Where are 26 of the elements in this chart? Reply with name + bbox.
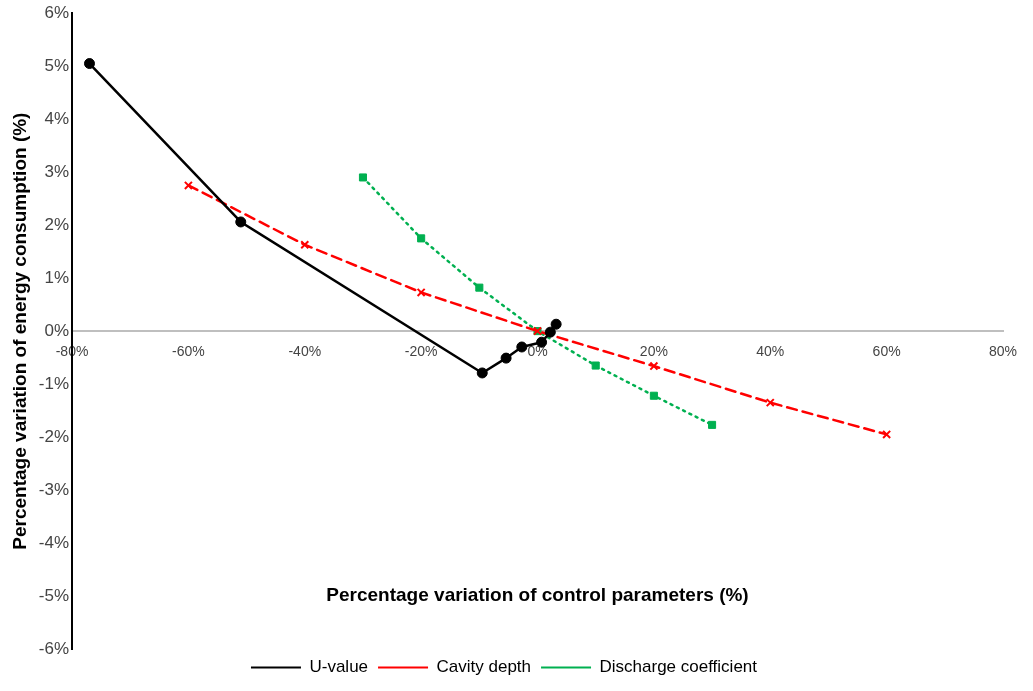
legend-label: Discharge coefficient: [599, 657, 758, 677]
y-tick-label: 5%: [44, 55, 70, 75]
y-tick-label: -2%: [38, 426, 70, 446]
x-tick-label: 80%: [988, 343, 1018, 360]
x-tick-label: -60%: [172, 343, 205, 360]
x-tick-label: 0%: [527, 343, 548, 360]
y-axis-title: Percentage variation of energy consumption (%): [8, 112, 30, 550]
y-tick-label: 4%: [44, 108, 70, 128]
x-tick-label: 20%: [639, 343, 668, 360]
x-tick-label: -40%: [288, 343, 322, 360]
y-tick-label: -4%: [38, 532, 70, 552]
y-tick-label: 3%: [44, 161, 70, 181]
y-tick-label: 0%: [44, 320, 70, 340]
y-tick-label: -1%: [38, 373, 70, 393]
x-tick-label: 40%: [756, 343, 785, 360]
x-tick-label: -20%: [404, 343, 438, 360]
y-tick-label: 6%: [44, 2, 70, 22]
y-tick-label: 1%: [44, 267, 70, 287]
legend-label: Cavity depth: [436, 657, 532, 677]
y-tick-label: -3%: [38, 479, 70, 499]
y-tick-label: -6%: [38, 638, 70, 658]
x-axis-title: Percentage variation of control parameters (%): [326, 583, 749, 605]
x-tick-label: 60%: [872, 343, 901, 360]
y-tick-label: -5%: [38, 585, 70, 605]
y-tick-label: 2%: [44, 214, 70, 234]
legend-label: U-value: [309, 657, 369, 677]
